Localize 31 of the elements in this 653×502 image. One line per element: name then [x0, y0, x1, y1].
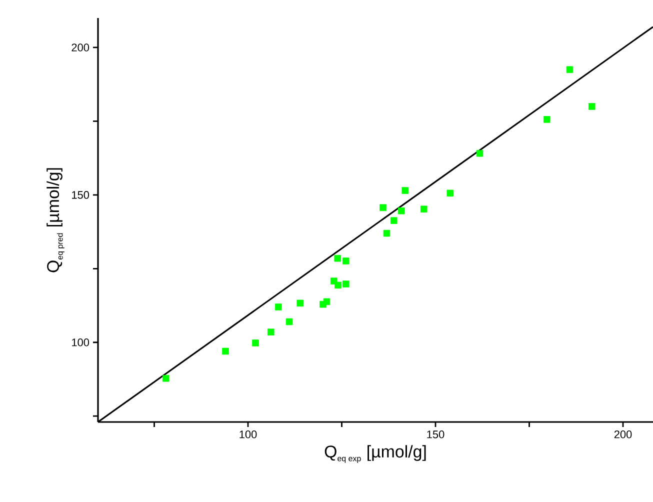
point	[398, 207, 405, 214]
x-tick-label: 200	[614, 430, 632, 438]
point	[446, 190, 454, 197]
point	[267, 328, 274, 336]
point	[383, 230, 390, 237]
point	[543, 116, 550, 123]
point	[402, 187, 409, 194]
point	[390, 217, 398, 224]
point	[566, 66, 574, 73]
point	[286, 318, 293, 326]
point	[162, 374, 170, 382]
point	[323, 298, 330, 306]
point	[342, 280, 350, 288]
y-tick-label: 200	[72, 44, 90, 52]
point	[380, 204, 386, 211]
point	[252, 340, 259, 346]
point	[588, 103, 596, 110]
point	[222, 348, 229, 355]
point	[296, 300, 304, 307]
point	[334, 282, 342, 289]
point	[476, 150, 484, 157]
point	[420, 206, 428, 212]
point	[342, 258, 350, 264]
x-tick-label: 150	[427, 430, 444, 438]
x-tick-label: 100	[240, 430, 257, 438]
x-axis-title: $\mbox{Q}_{\mbox{\footnotesize eq exp}}\ \mbox{[µmol/g]}$	[324, 445, 426, 463]
y-tick-label: 100	[72, 338, 90, 346]
point	[334, 254, 342, 262]
y-tick-label: 150	[72, 191, 90, 199]
y-axis-title: $\mbox{Q}_{\mbox{\footnotesize eq pred}}\ \mbox{[µmol/g]}$	[46, 168, 64, 272]
point	[274, 304, 282, 310]
